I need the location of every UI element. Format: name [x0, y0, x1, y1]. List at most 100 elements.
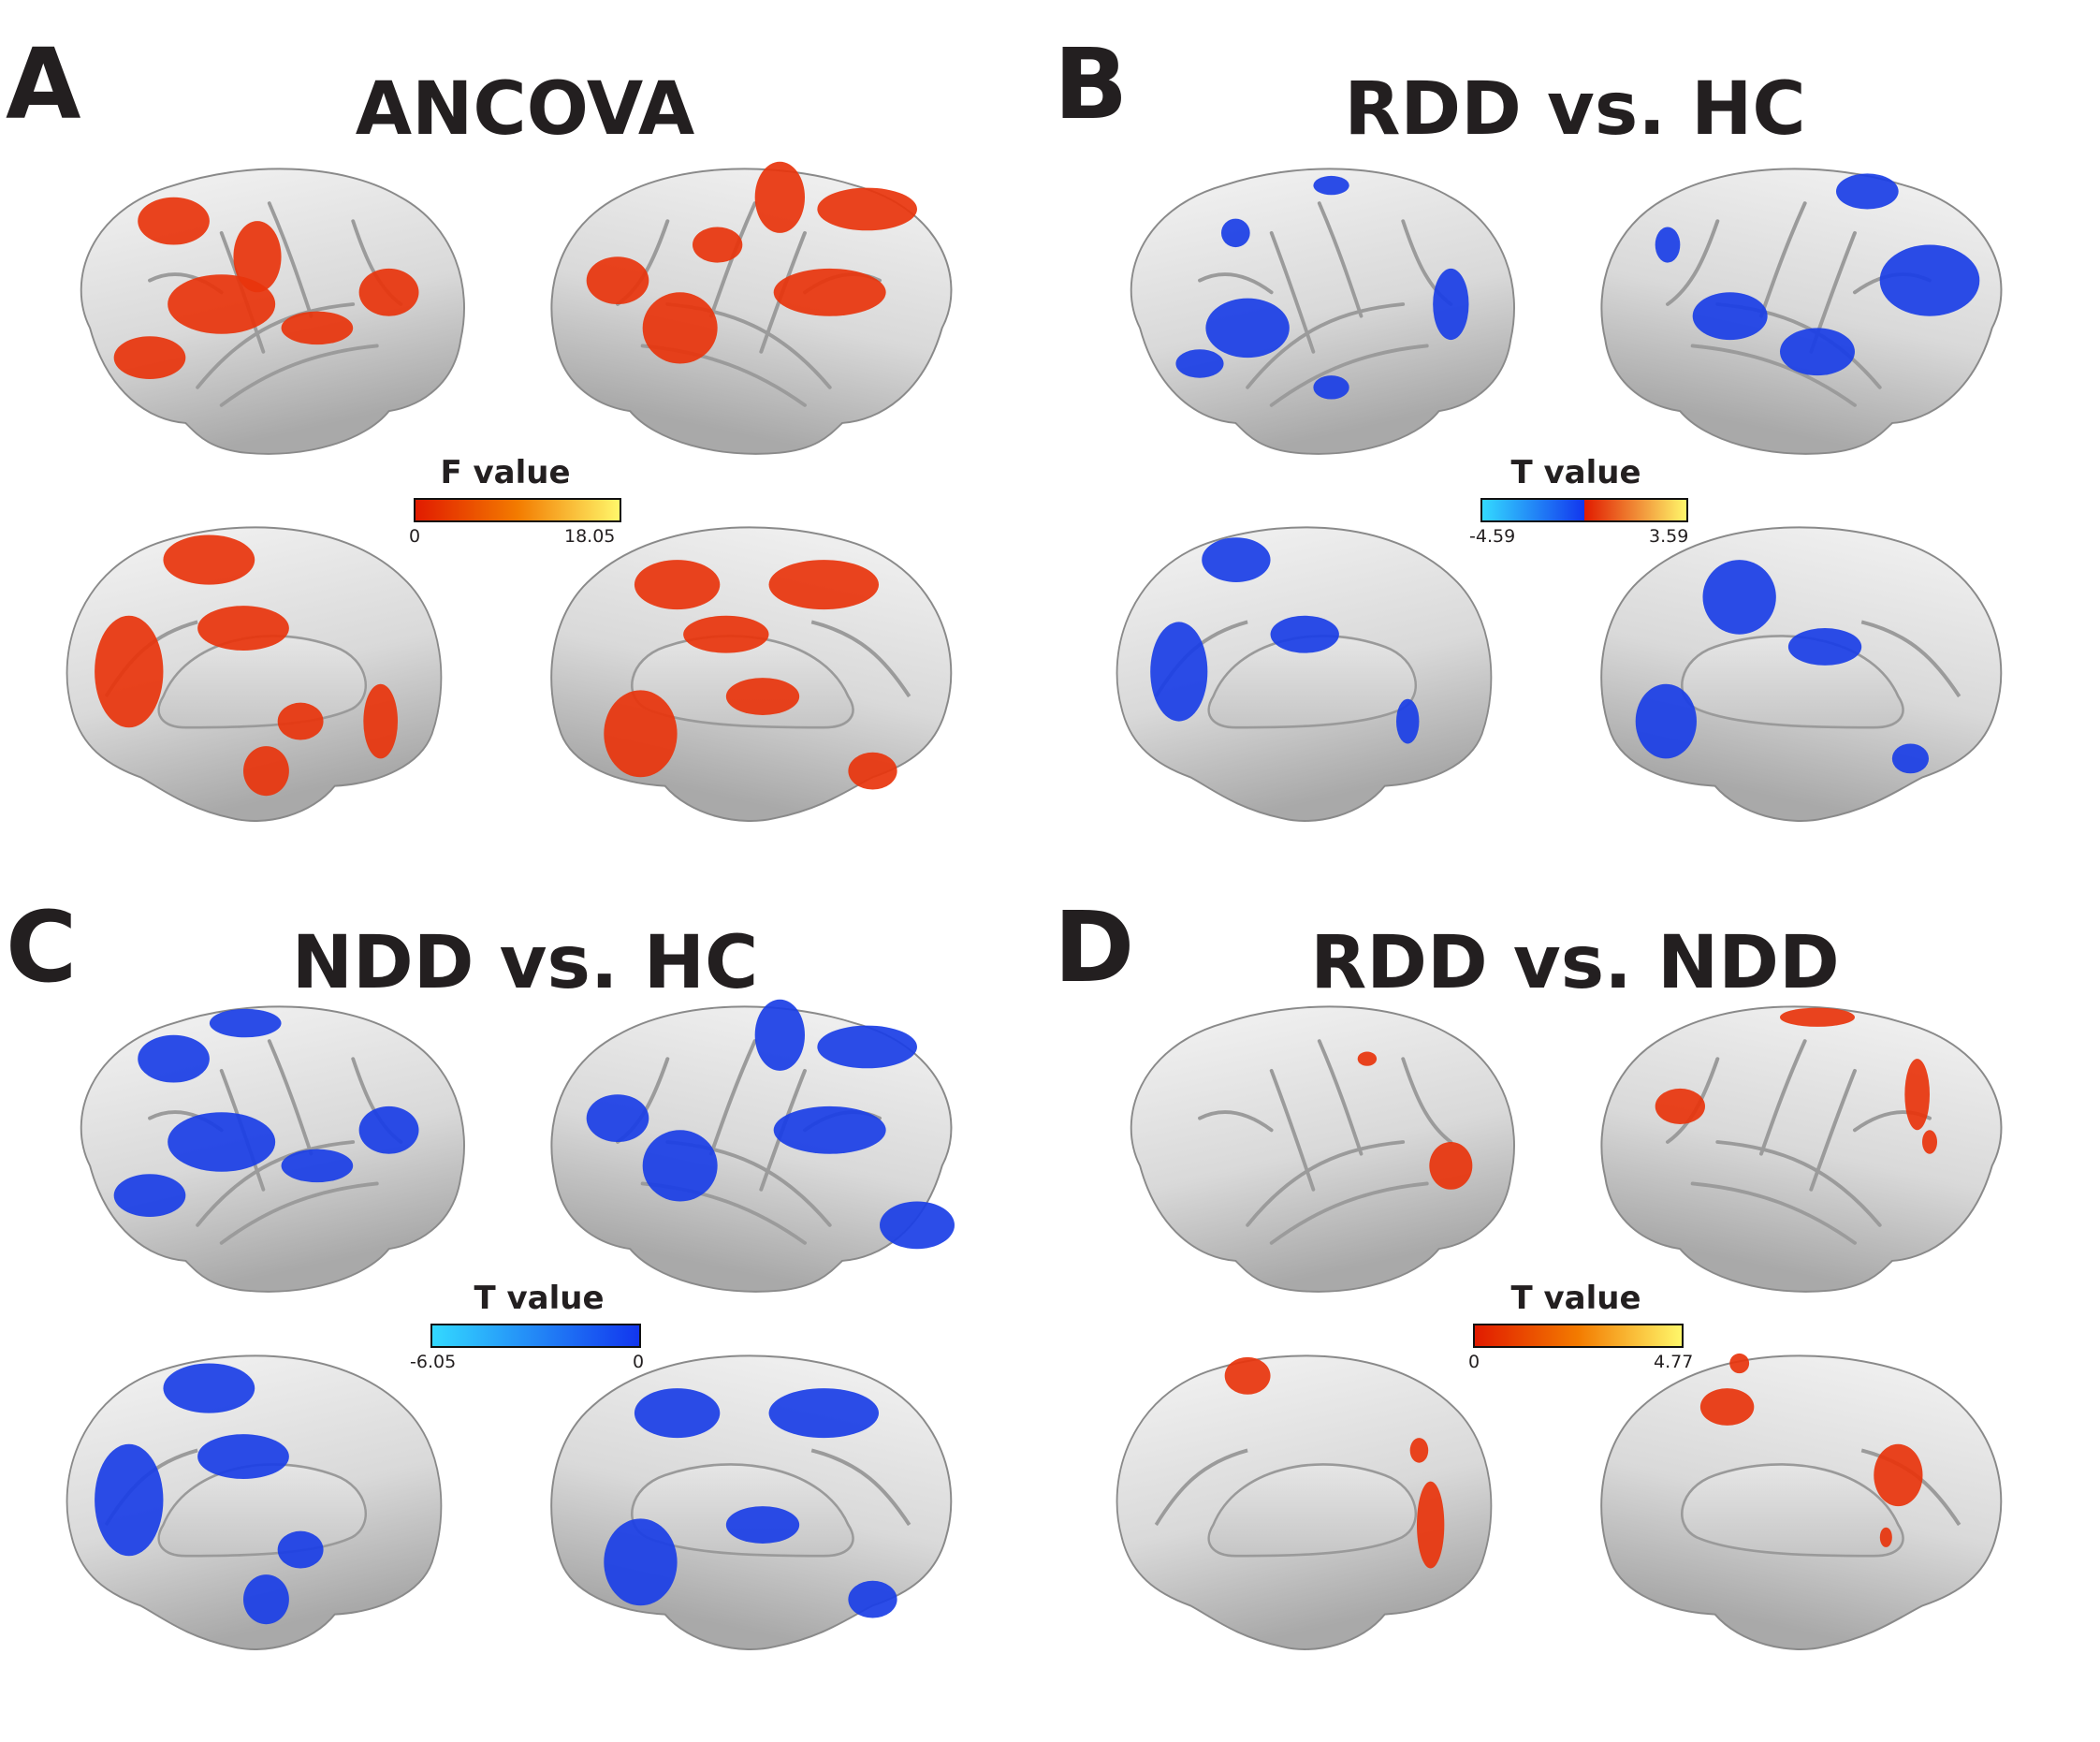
colorbar-min: -6.05	[410, 1352, 457, 1372]
sulcus	[1665, 219, 1720, 306]
activation-cluster	[1787, 628, 1862, 666]
activation-cluster	[277, 702, 324, 740]
activation-cluster	[817, 1025, 917, 1069]
activation-cluster	[358, 1105, 419, 1154]
activation-cluster	[95, 1443, 164, 1557]
activation-cluster	[1874, 1443, 1923, 1507]
sulcus	[1401, 1057, 1453, 1144]
lateral-brain-view	[1130, 168, 1515, 455]
brain-views	[1116, 168, 2003, 822]
panel-title: RDD vs. HC	[1344, 67, 1806, 152]
sulcus	[1317, 201, 1364, 318]
sulcus	[1154, 1448, 1248, 1527]
activation-cluster	[604, 1518, 678, 1606]
activation-cluster	[1433, 268, 1469, 341]
colorbar-max: 3.59	[1649, 526, 1689, 547]
colorbar-gradient	[1473, 1324, 1684, 1348]
lateral-brain-view	[80, 1005, 465, 1293]
colorbar-label: T value	[1510, 454, 1641, 491]
activation-cluster	[1357, 1051, 1378, 1066]
colorbar: F value 0 18.05	[0, 457, 1050, 578]
activation-cluster	[197, 1434, 289, 1479]
activation-cluster	[1202, 537, 1271, 582]
colorbar-gradient	[430, 1324, 641, 1348]
lateral-brain-view	[1600, 168, 2003, 455]
sulcus	[708, 1039, 757, 1156]
brain-views	[66, 999, 955, 1650]
medial-brain-view	[66, 1354, 443, 1650]
colorbar-label: T value	[474, 1280, 605, 1317]
lateral-brain-view	[550, 161, 953, 455]
activation-cluster	[634, 1388, 721, 1439]
activation-cluster	[1313, 175, 1349, 196]
activation-cluster	[1175, 349, 1224, 378]
sulcus	[1269, 344, 1429, 407]
activation-cluster	[138, 197, 210, 245]
sulcus	[1246, 302, 1406, 389]
activation-cluster	[1396, 698, 1420, 744]
colorbar-label: T value	[1510, 1280, 1641, 1317]
activation-cluster	[163, 1363, 255, 1413]
activation-cluster	[1150, 622, 1208, 722]
lateral-brain-view	[1130, 1005, 1515, 1293]
medial-brain-view	[1600, 1353, 2003, 1650]
sulcus	[1269, 1068, 1316, 1192]
cortex-surface	[1600, 1005, 2003, 1293]
sulcus	[810, 1448, 911, 1527]
activation-cluster	[1224, 1356, 1271, 1395]
cortex-surface	[1600, 168, 2003, 455]
activation-cluster	[634, 560, 721, 610]
activation-cluster	[642, 1130, 718, 1202]
panel-letter: B	[1054, 27, 1129, 141]
activation-cluster	[197, 606, 289, 651]
panel-letter: C	[6, 890, 78, 1004]
colorbar-max: 0	[633, 1352, 645, 1372]
activation-cluster	[95, 615, 164, 728]
sulcus	[1317, 1039, 1364, 1156]
activation-cluster	[586, 1094, 649, 1142]
panel-letter: D	[1054, 890, 1135, 1004]
activation-cluster	[243, 746, 289, 797]
activation-cluster	[138, 1034, 210, 1083]
panel-title: NDD vs. HC	[291, 921, 759, 1005]
colorbar-min: 0	[409, 526, 421, 547]
cortex-surface	[1130, 1005, 1515, 1293]
cortex-surface	[550, 168, 953, 455]
activation-cluster	[817, 187, 917, 231]
activation-cluster	[642, 292, 718, 364]
medial-brain-view	[1600, 526, 2003, 822]
activation-cluster	[880, 1201, 955, 1250]
activation-cluster	[281, 1149, 354, 1183]
colorbar-label: F value	[440, 454, 571, 491]
activation-cluster	[1692, 292, 1768, 341]
lateral-brain-view	[80, 168, 465, 455]
activation-cluster	[358, 268, 419, 316]
activation-cluster	[725, 678, 800, 715]
activation-cluster	[1891, 743, 1930, 774]
activation-cluster	[1729, 1353, 1750, 1374]
panel-title: ANCOVA	[355, 67, 695, 152]
activation-cluster	[1780, 1007, 1855, 1027]
panel-b: B RDD vs. HC T value -4.59 3.59	[1050, 0, 2100, 871]
activation-cluster	[1879, 1527, 1892, 1547]
medial-brain-view	[66, 526, 443, 822]
activation-cluster	[243, 1574, 289, 1625]
sulcus	[1690, 344, 1857, 407]
panel-title: RDD vs. NDD	[1310, 921, 1840, 1005]
activation-cluster	[113, 1174, 186, 1217]
activation-cluster	[848, 752, 897, 790]
medial-brain-view	[550, 1354, 953, 1650]
colorbar-max: 4.77	[1654, 1352, 1694, 1372]
colorbar-max: 18.05	[564, 526, 616, 547]
activation-cluster	[1655, 1088, 1705, 1124]
sulcus	[1269, 230, 1316, 354]
activation-cluster	[1270, 615, 1339, 653]
sulcus	[1198, 272, 1274, 295]
activation-cluster	[586, 256, 649, 304]
sulcus	[1758, 201, 1807, 318]
colorbar: T value 0 4.77	[1050, 1282, 2100, 1404]
sulcus	[1860, 620, 1961, 698]
colorbar-min: -4.59	[1469, 526, 1516, 547]
activation-cluster	[1780, 328, 1855, 376]
medial-brain-view	[1116, 526, 1493, 822]
